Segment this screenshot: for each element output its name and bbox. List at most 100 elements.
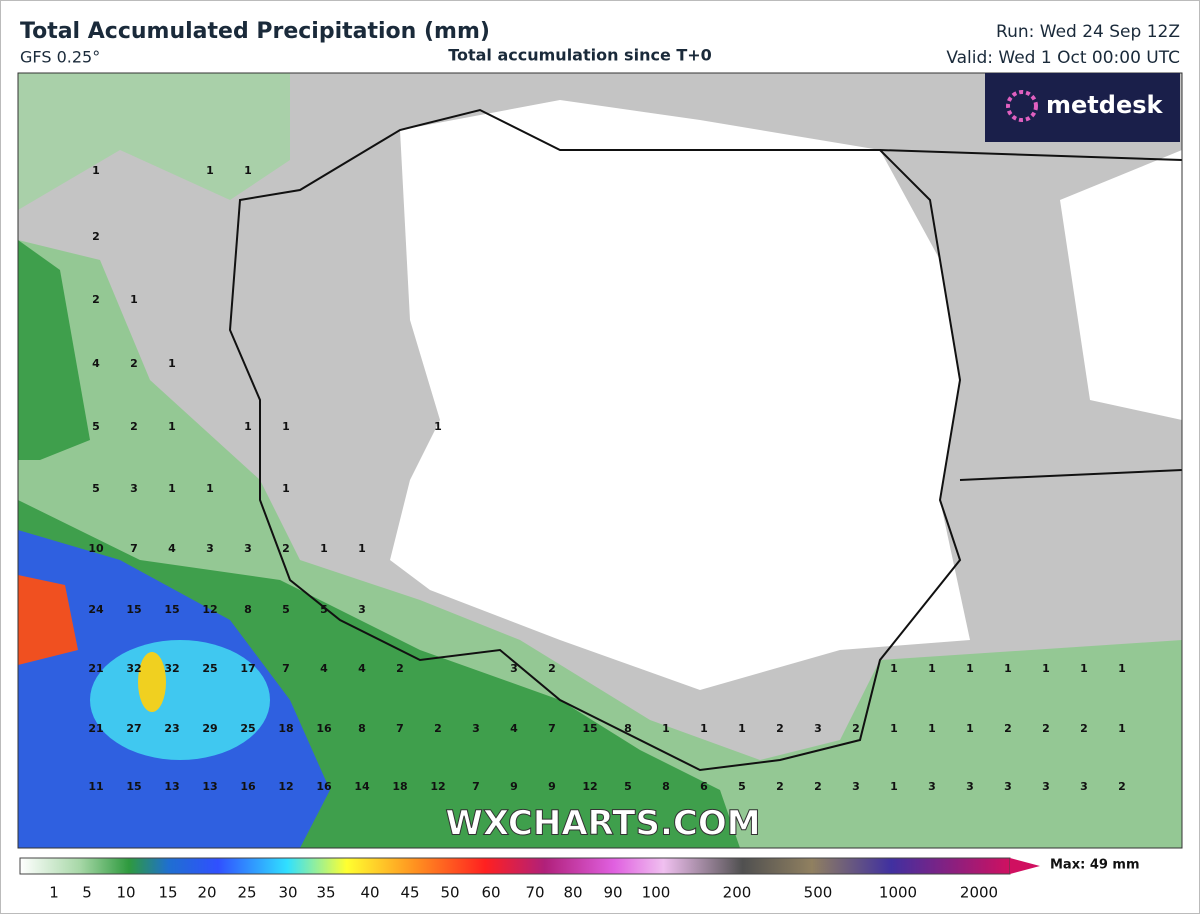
point-value: 1 (206, 482, 214, 495)
point-value: 7 (472, 780, 480, 793)
border (228, 108, 962, 772)
point-value: 32 (126, 662, 141, 675)
point-value: 1 (168, 420, 176, 433)
run: Run: Wed 24 Sep 12Z (996, 22, 1180, 42)
point-value: 1 (890, 662, 898, 675)
point-value: 1 (890, 722, 898, 735)
point-value: 2 (1118, 780, 1126, 793)
point-value: 13 (164, 780, 179, 793)
area (18, 575, 78, 665)
point-value: 15 (164, 603, 179, 616)
colorbar-label: 35 (316, 884, 335, 902)
colorbar-label: 10 (116, 884, 135, 902)
valid: Valid: Wed 1 Oct 00:00 UTC (946, 48, 1180, 68)
point-value: 1 (966, 662, 974, 675)
point-value: 24 (88, 603, 104, 616)
point-value: 1 (168, 357, 176, 370)
colorbar-arrow (1010, 858, 1040, 874)
point-value: 2 (814, 780, 822, 793)
subtitle: Total accumulation since T+0 (448, 46, 712, 65)
point-value: 1 (358, 542, 366, 555)
point-value: 16 (240, 780, 256, 793)
colorbar-label: 25 (237, 884, 256, 902)
point-value: 1 (662, 722, 670, 735)
point-value: 1 (244, 420, 252, 433)
point-value: 2 (396, 662, 404, 675)
colorbar-label: 80 (563, 884, 582, 902)
point-value: 1 (966, 722, 974, 735)
point-value: 12 (582, 780, 597, 793)
point-value: 2 (92, 293, 100, 306)
point-value: 1 (282, 420, 290, 433)
colorbar-label: 200 (723, 884, 752, 902)
point-value: 2 (282, 542, 290, 555)
point-value: 1 (434, 420, 442, 433)
point-value: 3 (852, 780, 860, 793)
area (138, 652, 166, 712)
point-value: 2 (130, 357, 138, 370)
area (90, 640, 270, 760)
colorbar-label: 90 (603, 884, 622, 902)
colorbar-label: 60 (481, 884, 500, 902)
colorbar-label: 30 (278, 884, 297, 902)
point-value: 3 (1004, 780, 1012, 793)
point-value: 1 (928, 722, 936, 735)
point-value: 21 (88, 662, 103, 675)
point-value: 13 (202, 780, 217, 793)
area (390, 100, 970, 690)
point-value: 2 (92, 230, 100, 243)
colorbar-label: 100 (642, 884, 671, 902)
point-value: 3 (244, 542, 252, 555)
point-value: 1 (1118, 662, 1126, 675)
point-value: 12 (278, 780, 293, 793)
point-value: 8 (624, 722, 632, 735)
point-value: 3 (928, 780, 936, 793)
watermark: WXCHARTS.COM (445, 804, 760, 844)
point-value: 3 (358, 603, 366, 616)
colorbar-label: 20 (197, 884, 216, 902)
point-value: 8 (244, 603, 252, 616)
point-value: 1 (1042, 662, 1050, 675)
point-value: 1 (168, 482, 176, 495)
point-value: 2 (1004, 722, 1012, 735)
point-value: 1 (130, 293, 138, 306)
point-value: 4 (168, 542, 176, 555)
point-value: 5 (92, 482, 100, 495)
logo: metdesk (1046, 91, 1164, 119)
point-value: 9 (510, 780, 518, 793)
point-value: 25 (240, 722, 255, 735)
point-value: 5 (738, 780, 746, 793)
point-value: 3 (1042, 780, 1050, 793)
point-value: 7 (548, 722, 556, 735)
colorbar-label: 70 (525, 884, 544, 902)
point-value: 8 (358, 722, 366, 735)
point-value: 29 (202, 722, 217, 735)
point-value: 14 (354, 780, 370, 793)
point-value: 21 (88, 722, 103, 735)
point-value: 2 (1080, 722, 1088, 735)
colorbar-label: 50 (440, 884, 459, 902)
point-value: 3 (510, 662, 518, 675)
point-value: 4 (510, 722, 518, 735)
point-value: 15 (582, 722, 597, 735)
model: GFS 0.25° (20, 48, 100, 67)
point-value: 32 (164, 662, 179, 675)
point-value: 7 (396, 722, 404, 735)
point-value: 1 (890, 780, 898, 793)
colorbar-label: 5 (82, 884, 92, 902)
colorbar-label: 40 (360, 884, 379, 902)
point-value: 1 (320, 542, 328, 555)
point-value: 2 (548, 662, 556, 675)
point-value: 27 (126, 722, 141, 735)
point-value: 18 (278, 722, 293, 735)
area (1060, 150, 1182, 420)
point-value: 5 (92, 420, 100, 433)
point-value: 6 (700, 780, 708, 793)
point-value: 25 (202, 662, 217, 675)
point-value: 5 (624, 780, 632, 793)
area (18, 240, 90, 460)
point-value: 3 (966, 780, 974, 793)
point-value: 16 (316, 780, 332, 793)
logo-icon (1006, 90, 1038, 122)
